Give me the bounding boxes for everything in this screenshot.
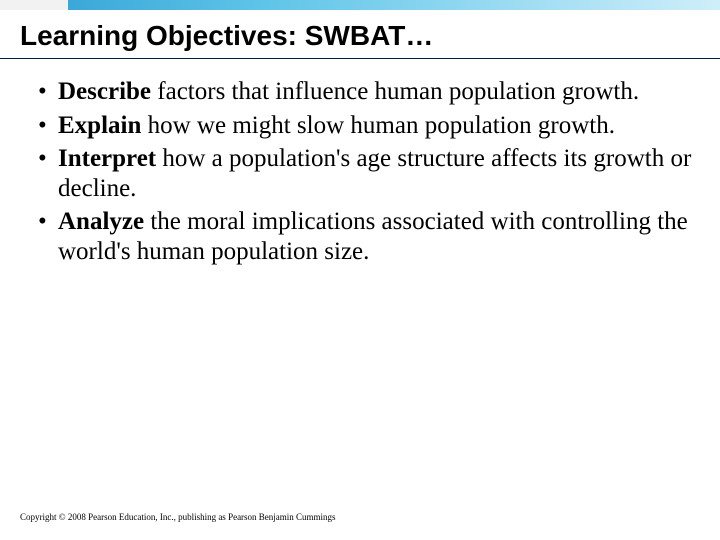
objective-verb: Analyze (58, 208, 150, 235)
title-divider (0, 58, 720, 59)
top-accent-bar (0, 0, 720, 10)
content-area: Describe factors that influence human po… (0, 77, 720, 266)
list-item: Explain how we might slow human populati… (36, 111, 692, 141)
slide-title: Learning Objectives: SWBAT… (0, 10, 720, 58)
top-bar-gradient (68, 0, 720, 10)
top-bar-left-segment (0, 0, 68, 10)
list-item: Describe factors that influence human po… (36, 77, 692, 107)
objective-text: factors that influence human population … (151, 78, 639, 105)
objective-text: the moral implications associated with c… (58, 208, 688, 265)
objective-verb: Interpret (58, 145, 156, 172)
copyright-text: Copyright © 2008 Pearson Education, Inc.… (20, 512, 336, 522)
objectives-list: Describe factors that influence human po… (36, 77, 692, 266)
objective-verb: Describe (58, 78, 151, 105)
list-item: Analyze the moral implications associate… (36, 207, 692, 266)
objective-verb: Explain (58, 112, 141, 139)
objective-text: how we might slow human population growt… (141, 112, 615, 139)
list-item: Interpret how a population's age structu… (36, 144, 692, 203)
